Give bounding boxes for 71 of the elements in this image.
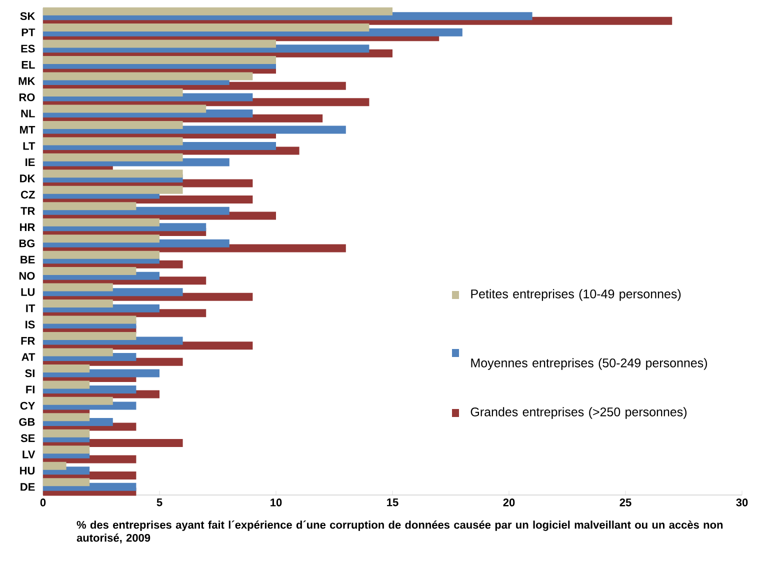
y-tick-label: DK: [20, 174, 36, 182]
bar: [43, 218, 160, 226]
bar: [43, 24, 370, 32]
y-tick-label: MK: [18, 77, 36, 85]
y-tick-label: CY: [20, 402, 36, 410]
y-tick-label: LT: [23, 142, 36, 150]
bar: [43, 202, 136, 210]
bar: [43, 348, 113, 356]
x-tick-label: 15: [387, 498, 398, 506]
bar: [43, 56, 276, 64]
y-tick-label: ES: [21, 44, 35, 52]
x-tick-label: 0: [40, 498, 46, 506]
y-tick-label: HR: [20, 223, 35, 231]
y-tick-label: CZ: [20, 190, 35, 199]
bar: [43, 300, 113, 308]
y-tick-label: IT: [26, 304, 36, 312]
y-tick-label: IE: [26, 158, 35, 166]
bar: [43, 396, 113, 405]
bar: [43, 364, 90, 372]
bar: [43, 120, 183, 129]
bar: [43, 137, 183, 146]
bar: [43, 104, 206, 113]
bar: [43, 40, 276, 48]
bar: [43, 250, 160, 259]
x-axis-title: % des entreprises ayant fait l´expérience d´une corruption de données causée par un logiciel malveillant ou un accès non autorisé, 2009: [76, 520, 723, 544]
y-tick-label: FI: [26, 386, 34, 394]
bar: [43, 332, 136, 340]
y-tick-label: LV: [22, 450, 36, 458]
y-tick-label: SI: [25, 369, 34, 378]
bar: [43, 413, 90, 422]
y-tick-label: SK: [20, 12, 36, 20]
y-tick-label: IS: [26, 320, 35, 328]
y-tick-label: DE: [20, 483, 35, 491]
bar: [43, 72, 253, 80]
bar: [43, 446, 90, 454]
bar: [43, 316, 136, 324]
y-tick-label: TR: [20, 207, 35, 215]
y-tick-label: SE: [20, 434, 35, 442]
y-tick-label: HU: [20, 466, 35, 474]
bar: [43, 429, 90, 438]
bar: [43, 170, 183, 178]
y-tick-label: BG: [19, 240, 35, 248]
y-tick-label: NO: [19, 272, 35, 280]
bar: [43, 283, 113, 292]
bar: [43, 462, 66, 470]
bar: [43, 267, 136, 276]
bar: [43, 478, 90, 486]
y-tick-label: AT: [22, 353, 36, 361]
x-tick-label: 30: [736, 498, 748, 506]
x-tick-label: 20: [503, 498, 515, 506]
y-tick-label: GB: [19, 418, 35, 426]
bar: [43, 88, 183, 96]
y-tick-label: MT: [20, 126, 36, 134]
text: Moyennes entreprises (50-249 personnes): [471, 358, 708, 370]
bar: [43, 380, 90, 389]
bar: [43, 7, 392, 16]
legend-label: Petites entreprises (10-49 personnes): [471, 289, 681, 301]
x-tick-label: 25: [620, 498, 632, 506]
y-tick-label: RO: [19, 93, 35, 102]
bar: [43, 234, 160, 243]
y-tick-label: EL: [22, 61, 35, 69]
x-tick-label: 10: [270, 498, 282, 506]
bar: [43, 153, 183, 162]
y-tick-label: NL: [21, 110, 35, 118]
y-tick-label: PT: [22, 28, 36, 36]
x-tick-label: 5: [156, 498, 162, 506]
y-tick-label: BE: [20, 256, 35, 264]
legend-label: Grandes entreprises (>250 personnes): [470, 407, 687, 419]
y-tick-label: LU: [21, 288, 35, 296]
y-tick-label: FR: [21, 337, 35, 345]
bar: [43, 186, 183, 194]
